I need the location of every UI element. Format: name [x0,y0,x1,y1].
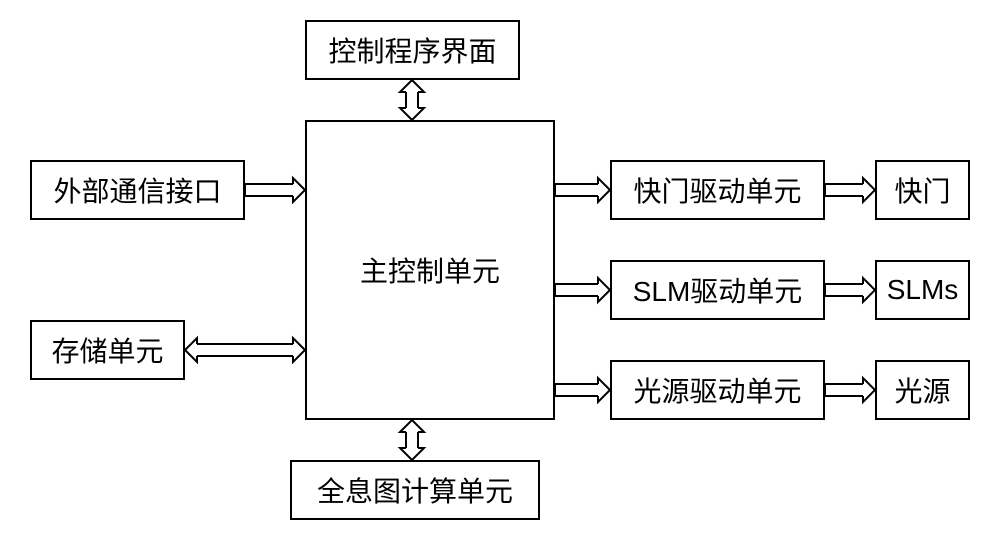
node-storage: 存储单元 [30,320,185,380]
node-label: 主控制单元 [360,250,500,290]
edge-arrow [185,334,305,366]
node-ext_comm: 外部通信接口 [30,160,245,220]
node-shutter: 快门 [875,160,970,220]
edge-arrow [555,274,610,306]
node-label: 快门 [894,170,950,210]
edge-arrow [396,420,428,460]
node-control_ui: 控制程序界面 [305,20,520,80]
node-label: 光源 [894,370,950,410]
node-label: 外部通信接口 [53,170,221,210]
diagram-canvas: 主控制单元 控制程序界面外部通信接口存储单元全息图计算单元 快门驱动单元 SLM驱动单… [0,0,1000,546]
edge-arrow [245,174,305,206]
node-label: 控制程序界面 [328,30,496,70]
node-label: 存储单元 [51,330,163,370]
node-label: 光源驱动单元 [633,370,801,410]
node-slms: SLMs [875,260,970,320]
node-label: SLMs [887,274,959,306]
edge-arrow [825,174,875,206]
node-main_control: 主控制单元 [305,120,555,420]
node-label: 快门驱动单元 [633,170,801,210]
node-light_driver: 光源驱动单元 [610,360,825,420]
edge-arrow [825,374,875,406]
node-shutter_driver: 快门驱动单元 [610,160,825,220]
edge-arrow [396,80,428,120]
edge-arrow [555,374,610,406]
node-hologram_calc: 全息图计算单元 [290,460,540,520]
edge-arrow [825,274,875,306]
node-label: SLM驱动单元 [633,270,803,310]
node-label: 全息图计算单元 [317,470,513,510]
edge-arrow [555,174,610,206]
node-slm_driver: SLM驱动单元 [610,260,825,320]
node-light: 光源 [875,360,970,420]
